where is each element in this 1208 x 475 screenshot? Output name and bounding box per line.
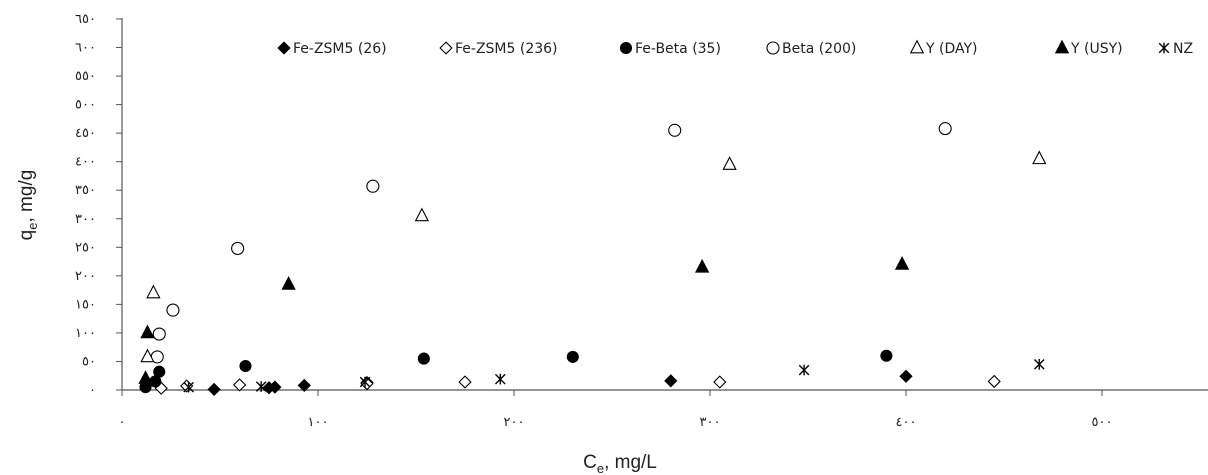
data-point: [668, 123, 682, 137]
data-point: [255, 381, 267, 392]
data-point: [359, 376, 371, 388]
data-point: [239, 359, 252, 373]
legend-marker: [1158, 42, 1170, 54]
data-point: [138, 370, 153, 384]
data-point: [664, 374, 678, 388]
y-axis-title-main: q: [16, 230, 37, 241]
data-point: [566, 350, 579, 363]
x-axis-title-main: C: [583, 452, 597, 473]
legend-marker: [439, 41, 453, 55]
data-point: [417, 352, 430, 365]
data-point: [268, 380, 282, 394]
data-point: [414, 207, 430, 222]
data-points: [138, 122, 1047, 397]
y-tick-label: ٤٥٠: [75, 126, 96, 141]
data-point: [153, 365, 166, 378]
data-point: [458, 375, 472, 389]
legend-item: Fe-ZSM5 (26): [277, 41, 387, 57]
legend-label: Y (DAY): [925, 41, 978, 57]
x-axis-title-subscript: e: [597, 461, 604, 475]
x-tick-label: ٤٠٠: [896, 415, 917, 430]
y-axis-title-subscript: e: [25, 223, 40, 230]
legend-item: Fe-ZSM5 (236): [439, 41, 558, 57]
data-point: [899, 369, 913, 383]
y-axis-title: qe, mg/g: [16, 170, 40, 241]
legend-label: Beta (200): [782, 41, 856, 57]
data-point: [140, 348, 155, 363]
legend-marker: [277, 41, 291, 55]
x-tick-label: ٣٠٠: [700, 415, 721, 430]
y-tick-label: ٥٠: [82, 354, 96, 369]
legend-item: Y (DAY): [909, 39, 978, 57]
x-tick-label: ١٠٠: [308, 415, 329, 430]
x-tick-label: ٠: [119, 415, 126, 430]
legend-marker: [619, 41, 633, 55]
data-point: [152, 327, 166, 341]
legend-label: Fe-ZSM5 (26): [293, 41, 387, 57]
legend-label: Y (USY): [1070, 41, 1123, 57]
data-point: [232, 378, 247, 392]
legend-label: NZ: [1173, 41, 1193, 57]
data-point: [713, 375, 727, 389]
y-tick-label: ٠: [89, 383, 96, 398]
data-point: [987, 374, 1001, 389]
legend-item: Fe-Beta (35): [619, 41, 721, 57]
legend-item: NZ: [1158, 41, 1193, 57]
legend-marker: [1054, 39, 1070, 54]
y-tick-label: ٥٠٠: [75, 98, 96, 113]
legend-label: Fe-Beta (35): [635, 41, 721, 57]
data-point: [207, 382, 221, 397]
data-point: [695, 258, 710, 273]
data-point: [231, 241, 245, 255]
y-tick-label: ٤٠٠: [75, 155, 96, 170]
legend-item: Beta (200): [766, 41, 856, 57]
legend-marker: [766, 41, 780, 55]
x-tick-label: ٥٠٠: [1092, 415, 1113, 430]
data-point: [183, 381, 194, 393]
data-point: [798, 364, 810, 376]
y-tick-label: ٣٠٠: [75, 212, 96, 227]
y-axis-title-unit: , mg/g: [16, 170, 37, 223]
data-point: [146, 284, 161, 299]
data-point: [366, 179, 380, 193]
y-tick-label: ١٠٠: [75, 326, 96, 341]
x-ticks: ٠ ١٠٠ ٢٠٠ ٣٠٠ ٤٠٠ ٥٠٠: [119, 390, 1113, 430]
y-tick-label: ٢٥٠: [75, 240, 96, 255]
legend: Fe-ZSM5 (26) Fe-ZSM5 (236) Fe-Beta (35) Bet…: [277, 39, 1193, 57]
legend-item: Y (USY): [1054, 39, 1123, 57]
data-point: [281, 276, 296, 290]
x-axis-title-unit: , mg/L: [604, 452, 657, 473]
data-point: [494, 373, 506, 385]
x-axis-title: Ce, mg/L: [583, 452, 657, 475]
y-ticks: ٠ ٥٠ ١٠٠ ١٥٠ ٢٠٠ ٢٥٠ ٣٠٠ ٣٥٠ ٤٠٠ ٤٥٠ ٥٠٠ ٥٥٠ ٦٠٠ ٦٥٠: [75, 12, 122, 398]
y-tick-label: ٣٥٠: [75, 183, 96, 198]
axes: [121, 18, 1208, 391]
y-tick-label: ٦٠٠: [75, 41, 96, 56]
data-point: [166, 303, 180, 317]
data-point: [297, 378, 311, 393]
y-tick-label: ٢٠٠: [75, 269, 96, 284]
data-point: [140, 324, 155, 339]
y-tick-label: ٥٥٠: [75, 69, 96, 84]
data-point: [1032, 150, 1047, 165]
data-point: [722, 156, 737, 170]
y-tick-label: ١٥٠: [75, 297, 96, 312]
data-point: [880, 349, 893, 362]
x-tick-label: ٢٠٠: [504, 415, 525, 430]
legend-marker: [909, 39, 925, 54]
data-point: [1033, 359, 1045, 370]
data-point: [894, 256, 910, 270]
data-point: [938, 122, 952, 136]
legend-label: Fe-ZSM5 (236): [455, 41, 558, 57]
y-tick-label: ٦٥٠: [75, 12, 96, 27]
